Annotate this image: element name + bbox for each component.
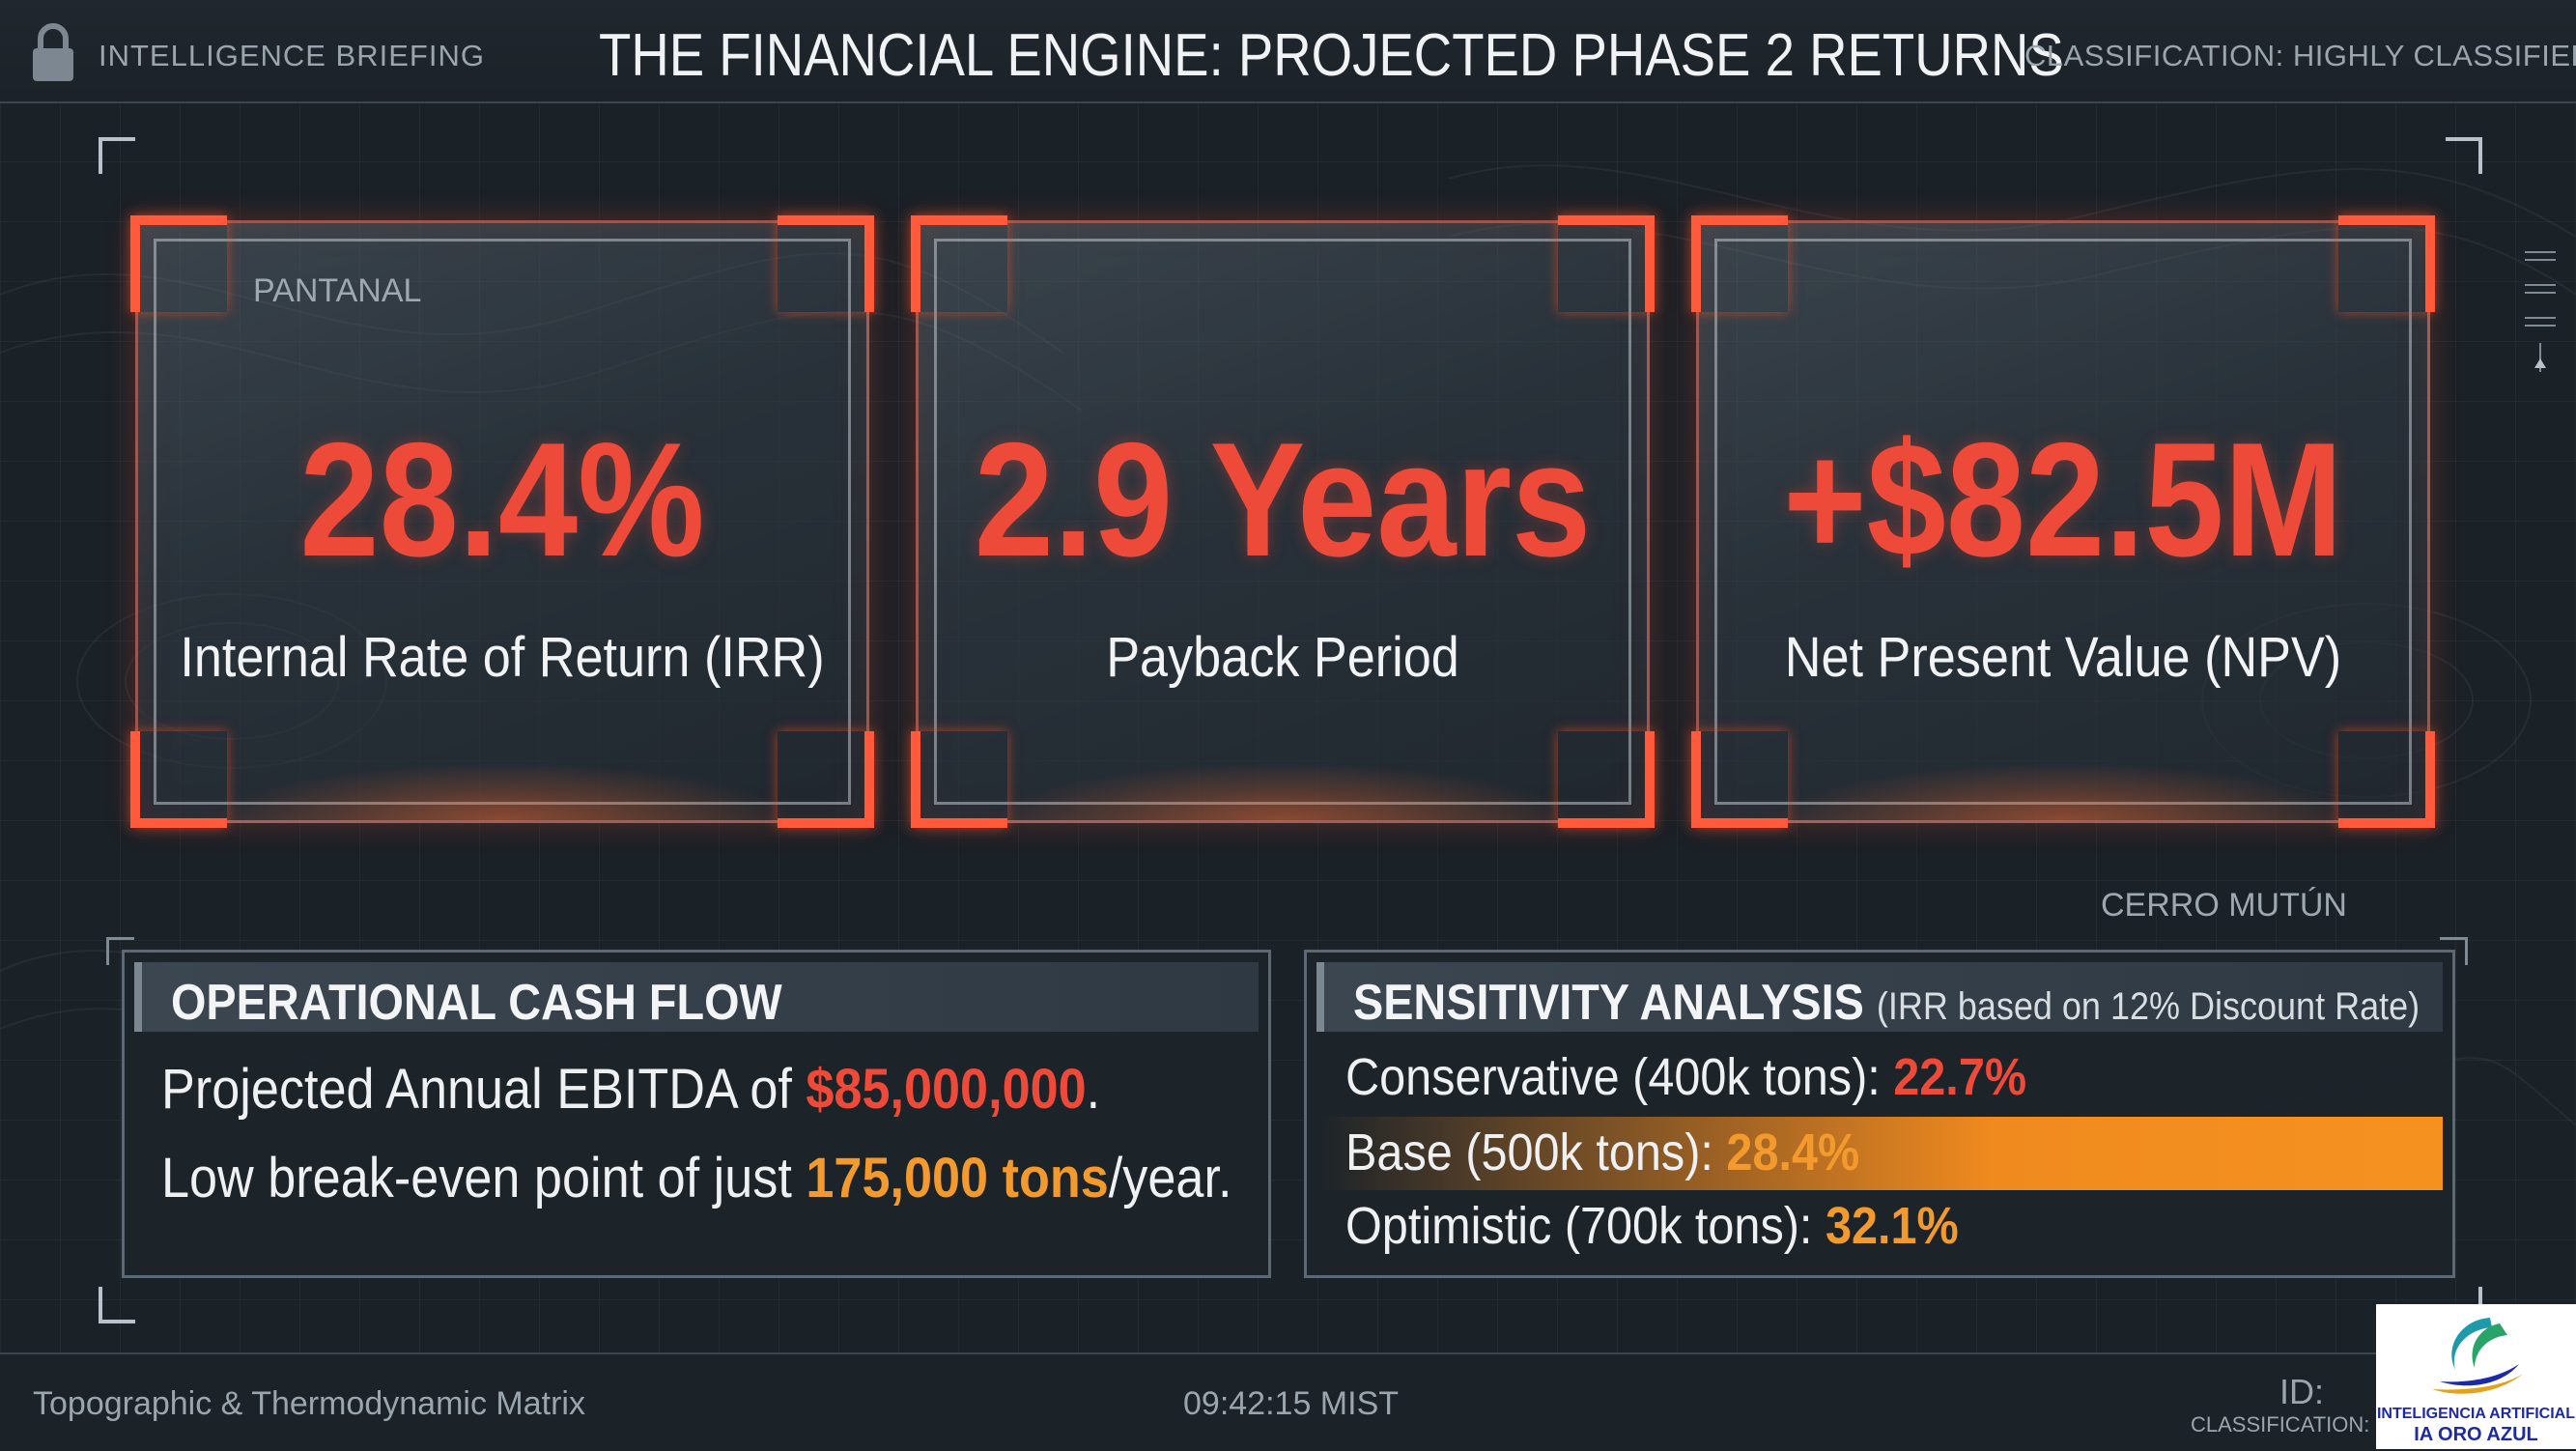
sensitivity-header: SENSITIVITY ANALYSIS (IRR based on 12% D… [1316, 962, 2443, 1032]
map-label-pantanal: PANTANAL [253, 272, 422, 309]
sensitivity-panel: SENSITIVITY ANALYSIS (IRR based on 12% D… [1304, 950, 2455, 1278]
kpi-value-irr: 28.4% [299, 409, 705, 590]
footer-timestamp: 09:42:15 MIST [1183, 1385, 1400, 1422]
footer-matrix-label: Topographic & Thermodynamic Matrix [33, 1385, 585, 1422]
kpi-label-npv: Net Present Value (NPV) [1784, 626, 2342, 689]
briefing-label: INTELLIGENCE BRIEFING [99, 39, 485, 72]
sensitivity-row-optimistic: Optimistic (700k tons): 32.1% [1345, 1197, 1959, 1255]
sensitivity-row-base: Base (500k tons): 28.4% [1316, 1117, 2443, 1190]
kpi-card-irr: 28.4% Internal Rate of Return (IRR) [130, 215, 874, 828]
top-bar: INTELLIGENCE BRIEFING THE FINANCIAL ENGI… [0, 0, 2576, 103]
kpi-card-npv: +$82.5M Net Present Value (NPV) [1691, 215, 2435, 828]
side-scale-icon [2525, 251, 2556, 372]
kpi-card-payback: 2.9 Years Payback Period [911, 215, 1655, 828]
map-label-cerro-mutun: CERRO MUTÚN [2101, 887, 2347, 924]
logo-text-line2: IA ORO AZUL [2414, 1424, 2538, 1445]
ebitda-line: Projected Annual EBITDA of $85,000,000. [161, 1058, 1101, 1121]
break-even-line: Low break-even point of just 175,000 ton… [161, 1147, 1232, 1209]
footer-bar: Topographic & Thermodynamic Matrix 09:42… [0, 1352, 2576, 1451]
cash-flow-panel: OPERATIONAL CASH FLOW Projected Annual E… [122, 950, 1271, 1278]
panel-corner-left [106, 937, 134, 965]
footer-id: ID: [2279, 1372, 2325, 1411]
frame-corner-top-left [99, 137, 135, 174]
sensitivity-subtitle: (IRR based on 12% Discount Rate) [1876, 985, 2420, 1028]
cash-flow-title: OPERATIONAL CASH FLOW [171, 975, 782, 1031]
cash-flow-header: OPERATIONAL CASH FLOW [134, 962, 1259, 1032]
ebitda-value: $85,000,000 [806, 1058, 1087, 1121]
sensitivity-title: SENSITIVITY ANALYSIS (IRR based on 12% D… [1353, 975, 2420, 1031]
kpi-label-irr: Internal Rate of Return (IRR) [180, 626, 825, 689]
logo-swirl-icon [2432, 1318, 2523, 1394]
break-even-value: 175,000 tons [806, 1147, 1109, 1209]
frame-corner-top-right [2446, 137, 2482, 174]
lock-icon [33, 23, 73, 81]
classification-label: CLASSIFICATION: HIGHLY CLASSIFIED [2024, 39, 2576, 72]
footer-classification: CLASSIFICATION: I [2191, 1412, 2382, 1437]
frame-corner-bottom-left [99, 1287, 135, 1323]
page-title: THE FINANCIAL ENGINE: PROJECTED PHASE 2 … [599, 22, 2064, 89]
panel-corner-right [2440, 937, 2468, 965]
kpi-value-payback: 2.9 Years [974, 409, 1592, 590]
ia-oro-azul-logo: INTELIGENCIA ARTIFICIAL IA ORO AZUL [2376, 1304, 2576, 1449]
kpi-value-npv: +$82.5M [1783, 409, 2343, 590]
sensitivity-row-conservative: Conservative (400k tons): 22.7% [1345, 1048, 2027, 1106]
kpi-label-payback: Payback Period [1106, 626, 1459, 689]
logo-text-line1: INTELIGENCIA ARTIFICIAL [2376, 1406, 2576, 1422]
